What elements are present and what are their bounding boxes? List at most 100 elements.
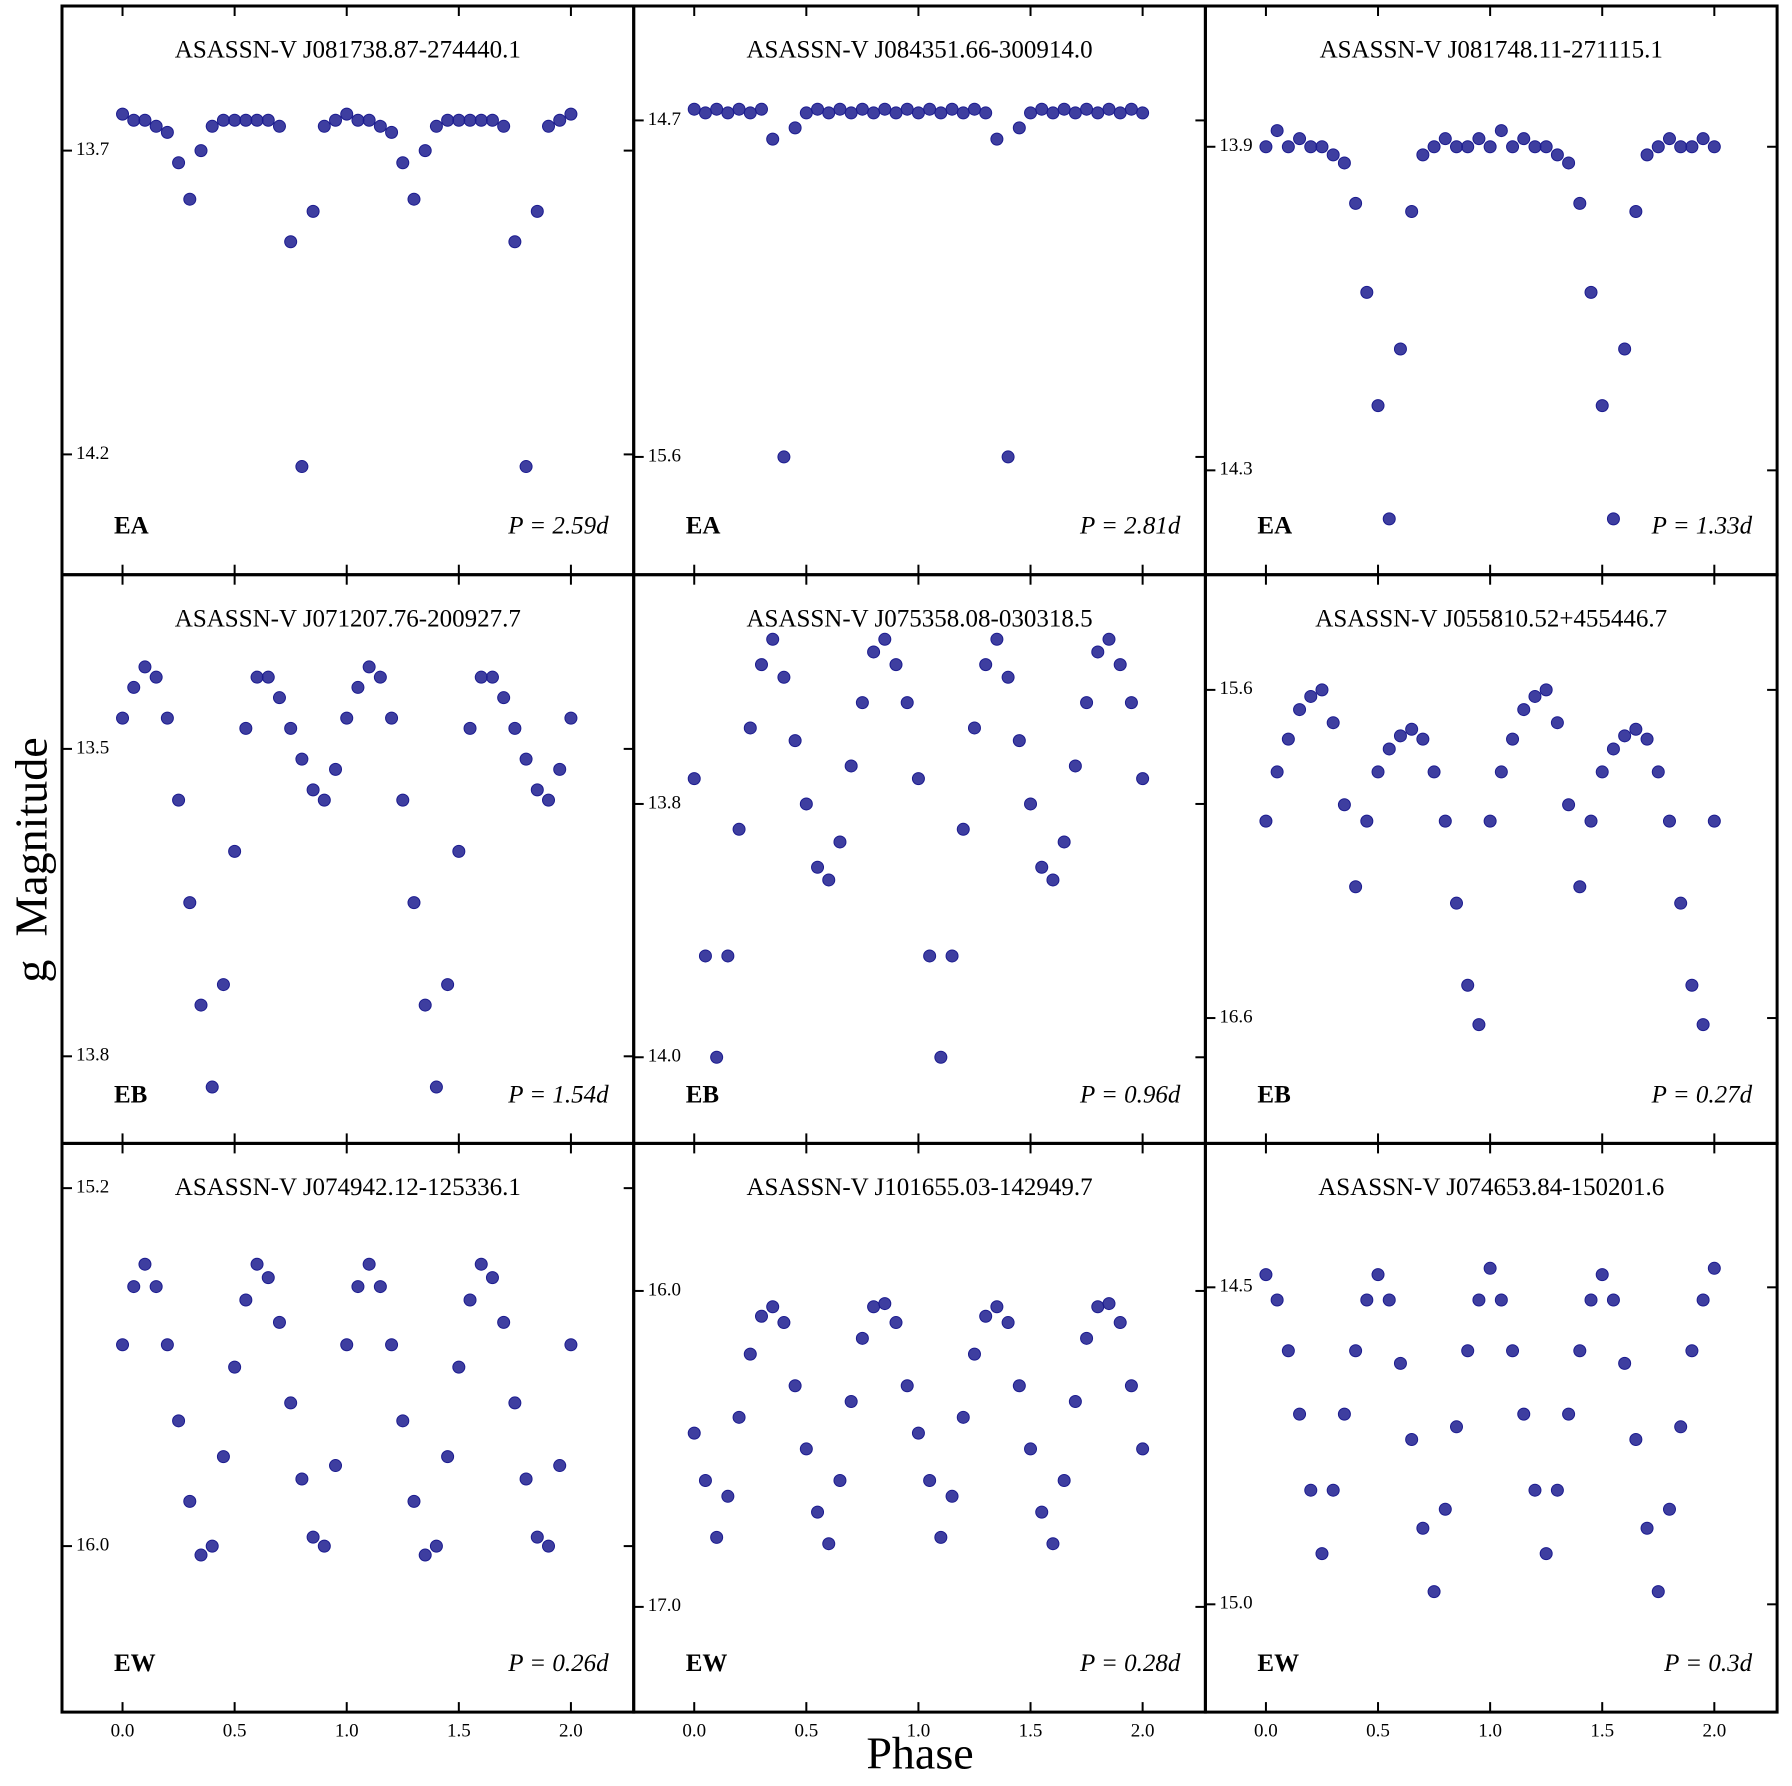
data-point: [1382, 1293, 1396, 1307]
x-tick-label: 1.5: [447, 1720, 471, 1741]
data-point: [956, 822, 970, 836]
data-point: [1449, 140, 1463, 154]
x-tick-label: 1.5: [1019, 1720, 1043, 1741]
panel: 0.0 0.5 1.0 1.5 2.0 15.2 16.0 ASASSN-V J074942.…: [60, 1141, 636, 1741]
data-point: [1293, 703, 1307, 717]
data-point: [889, 106, 903, 120]
data-point: [1629, 722, 1643, 736]
data-point: [1584, 1293, 1598, 1307]
period-label: P = 0.26d: [507, 1650, 609, 1677]
data-point: [811, 1505, 825, 1519]
data-point: [979, 658, 993, 672]
data-point: [1438, 814, 1452, 828]
data-point: [967, 102, 981, 116]
data-point: [116, 711, 130, 725]
data-point: [351, 680, 365, 694]
x-tick-label: 1.0: [335, 1720, 359, 1741]
class-label: EB: [686, 1081, 719, 1108]
data-point: [687, 1426, 701, 1440]
data-point: [1136, 772, 1150, 786]
data-point: [1438, 132, 1452, 146]
data-point: [272, 691, 286, 705]
data-point: [833, 102, 847, 116]
x-tick-label: 0.0: [682, 1720, 706, 1741]
data-point: [138, 1257, 152, 1271]
panel-title: ASASSN-V J081738.87-274440.1: [175, 37, 521, 64]
panel: 13.9 14.3 ASASSN-V J081748.11-271115.1 EA P …: [1203, 4, 1779, 577]
data-point: [1001, 670, 1015, 684]
data-point: [1449, 1420, 1463, 1434]
panel-frame: [60, 573, 636, 1145]
data-point: [340, 711, 354, 725]
data-point: [261, 1271, 275, 1285]
data-point: [553, 1459, 567, 1473]
data-point: [553, 113, 567, 127]
data-point: [799, 797, 813, 811]
data-point: [867, 1300, 881, 1314]
class-label: EA: [1257, 513, 1292, 540]
data-point: [239, 113, 253, 127]
data-point: [1449, 896, 1463, 910]
data-point: [441, 113, 455, 127]
data-point: [149, 119, 163, 133]
data-point: [721, 949, 735, 963]
data-point: [844, 106, 858, 120]
class-label: EB: [114, 1081, 147, 1108]
data-point: [1371, 765, 1385, 779]
data-point: [878, 1297, 892, 1311]
data-point: [867, 645, 881, 659]
data-point: [1001, 1316, 1015, 1330]
data-point: [687, 772, 701, 786]
data-point: [1091, 106, 1105, 120]
data-point: [1483, 1261, 1497, 1275]
data-point: [1405, 204, 1419, 218]
data-point: [1685, 140, 1699, 154]
data-point: [855, 102, 869, 116]
data-point: [1304, 689, 1318, 703]
data-point: [1662, 132, 1676, 146]
data-point: [754, 1309, 768, 1323]
data-point: [1371, 399, 1385, 413]
data-point: [855, 696, 869, 710]
data-point: [889, 658, 903, 672]
data-point: [407, 896, 421, 910]
data-point: [1606, 512, 1620, 526]
x-tick-label: 2.0: [1131, 1720, 1155, 1741]
data-point: [799, 106, 813, 120]
panel: 0.0 0.5 1.0 1.5 2.0 14.5 15.0 ASASSN-V J074653.…: [1203, 1141, 1779, 1741]
y-tick-label: 16.0: [648, 1279, 681, 1300]
panel-title: ASASSN-V J101655.03-142949.7: [746, 1174, 1092, 1201]
data-point: [754, 658, 768, 672]
data-point: [1629, 1432, 1643, 1446]
data-point: [1080, 1331, 1094, 1345]
data-point: [284, 721, 298, 735]
data-point: [777, 450, 791, 464]
data-point: [900, 696, 914, 710]
data-point: [1550, 148, 1564, 162]
data-point: [1046, 106, 1060, 120]
data-point: [351, 1280, 365, 1294]
data-point: [329, 113, 343, 127]
data-point: [1270, 1293, 1284, 1307]
data-point: [1102, 632, 1116, 646]
y-tick-label: 13.7: [76, 139, 109, 160]
x-axis-label: Phase: [866, 1728, 973, 1779]
data-point: [138, 660, 152, 674]
data-point: [1057, 102, 1071, 116]
data-point: [1651, 140, 1665, 154]
data-point: [1416, 732, 1430, 746]
data-point: [272, 1315, 286, 1329]
y-tick-label: 14.0: [648, 1046, 681, 1067]
data-point: [362, 113, 376, 127]
data-point: [1618, 342, 1632, 356]
y-tick-label: 17.0: [648, 1595, 681, 1616]
data-point: [362, 660, 376, 674]
data-point: [508, 235, 522, 249]
data-point: [1685, 1344, 1699, 1358]
data-point: [295, 460, 309, 474]
data-point: [1057, 1474, 1071, 1488]
data-point: [1562, 156, 1576, 170]
data-point: [183, 1494, 197, 1508]
panel-title: ASASSN-V J081748.11-271115.1: [1320, 37, 1663, 64]
data-point: [452, 1360, 466, 1374]
